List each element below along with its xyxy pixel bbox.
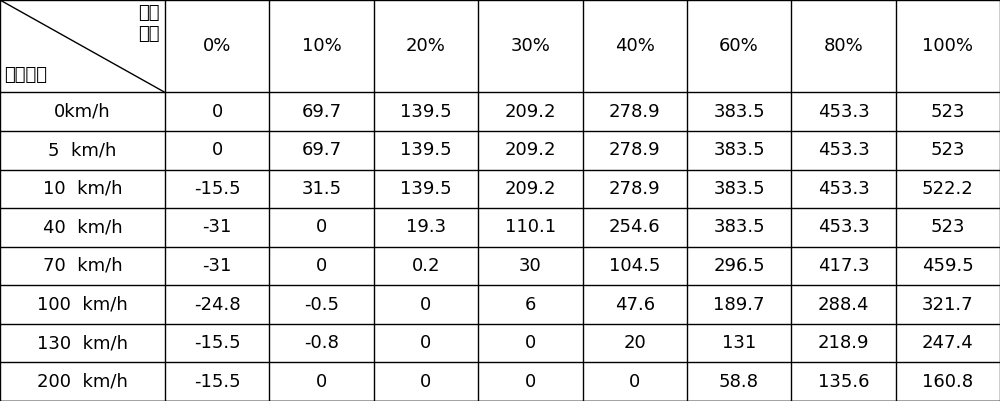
Text: 20%: 20%: [406, 37, 446, 55]
Text: 20: 20: [623, 334, 646, 352]
Text: 383.5: 383.5: [713, 180, 765, 198]
Text: 523: 523: [931, 141, 965, 159]
Text: 0: 0: [212, 141, 223, 159]
Text: 0: 0: [629, 373, 640, 391]
Text: 5  km/h: 5 km/h: [48, 141, 117, 159]
Text: 131: 131: [722, 334, 756, 352]
Text: 0km/h: 0km/h: [54, 103, 111, 121]
Text: 522.2: 522.2: [922, 180, 974, 198]
Text: 209.2: 209.2: [505, 141, 556, 159]
Text: -0.5: -0.5: [304, 296, 339, 314]
Text: 247.4: 247.4: [922, 334, 974, 352]
Text: 60%: 60%: [719, 37, 759, 55]
Text: 209.2: 209.2: [505, 180, 556, 198]
Text: 0: 0: [316, 257, 327, 275]
Text: 0.2: 0.2: [412, 257, 440, 275]
Text: 58.8: 58.8: [719, 373, 759, 391]
Text: 160.8: 160.8: [922, 373, 973, 391]
Text: 0%: 0%: [203, 37, 231, 55]
Text: 6: 6: [525, 296, 536, 314]
Text: 200  km/h: 200 km/h: [37, 373, 128, 391]
Text: 523: 523: [931, 103, 965, 121]
Text: 139.5: 139.5: [400, 141, 452, 159]
Text: -15.5: -15.5: [194, 180, 240, 198]
Text: 40  km/h: 40 km/h: [43, 219, 122, 237]
Text: 139.5: 139.5: [400, 180, 452, 198]
Text: 30: 30: [519, 257, 542, 275]
Text: 0: 0: [316, 373, 327, 391]
Text: 209.2: 209.2: [505, 103, 556, 121]
Text: 296.5: 296.5: [713, 257, 765, 275]
Text: -31: -31: [202, 257, 232, 275]
Text: 19.3: 19.3: [406, 219, 446, 237]
Text: 453.3: 453.3: [818, 219, 869, 237]
Text: 0: 0: [525, 334, 536, 352]
Text: 100  km/h: 100 km/h: [37, 296, 128, 314]
Text: 130  km/h: 130 km/h: [37, 334, 128, 352]
Text: -24.8: -24.8: [194, 296, 240, 314]
Text: -15.5: -15.5: [194, 334, 240, 352]
Text: 0: 0: [420, 373, 432, 391]
Text: 行驶速度: 行驶速度: [4, 67, 47, 84]
Text: 383.5: 383.5: [713, 141, 765, 159]
Text: 油门
蹏板: 油门 蹏板: [138, 4, 160, 43]
Text: 70  km/h: 70 km/h: [43, 257, 122, 275]
Text: 47.6: 47.6: [615, 296, 655, 314]
Text: 417.3: 417.3: [818, 257, 869, 275]
Text: 278.9: 278.9: [609, 180, 661, 198]
Text: 218.9: 218.9: [818, 334, 869, 352]
Text: 69.7: 69.7: [302, 141, 342, 159]
Text: 0: 0: [212, 103, 223, 121]
Text: 278.9: 278.9: [609, 141, 661, 159]
Text: 40%: 40%: [615, 37, 655, 55]
Text: 80%: 80%: [824, 37, 863, 55]
Text: -31: -31: [202, 219, 232, 237]
Text: 69.7: 69.7: [302, 103, 342, 121]
Text: 189.7: 189.7: [713, 296, 765, 314]
Text: 383.5: 383.5: [713, 219, 765, 237]
Text: 104.5: 104.5: [609, 257, 660, 275]
Text: 459.5: 459.5: [922, 257, 974, 275]
Text: 31.5: 31.5: [302, 180, 342, 198]
Text: 0: 0: [525, 373, 536, 391]
Text: 100%: 100%: [922, 37, 973, 55]
Text: 0: 0: [316, 219, 327, 237]
Text: 453.3: 453.3: [818, 141, 869, 159]
Text: 383.5: 383.5: [713, 103, 765, 121]
Text: 135.6: 135.6: [818, 373, 869, 391]
Text: 278.9: 278.9: [609, 103, 661, 121]
Text: 453.3: 453.3: [818, 180, 869, 198]
Text: 10  km/h: 10 km/h: [43, 180, 122, 198]
Text: 110.1: 110.1: [505, 219, 556, 237]
Text: 453.3: 453.3: [818, 103, 869, 121]
Text: 0: 0: [420, 296, 432, 314]
Text: 10%: 10%: [302, 37, 341, 55]
Text: 30%: 30%: [510, 37, 550, 55]
Text: 139.5: 139.5: [400, 103, 452, 121]
Text: 0: 0: [420, 334, 432, 352]
Text: 288.4: 288.4: [818, 296, 869, 314]
Text: -0.8: -0.8: [304, 334, 339, 352]
Text: 254.6: 254.6: [609, 219, 661, 237]
Text: -15.5: -15.5: [194, 373, 240, 391]
Text: 523: 523: [931, 219, 965, 237]
Text: 321.7: 321.7: [922, 296, 974, 314]
